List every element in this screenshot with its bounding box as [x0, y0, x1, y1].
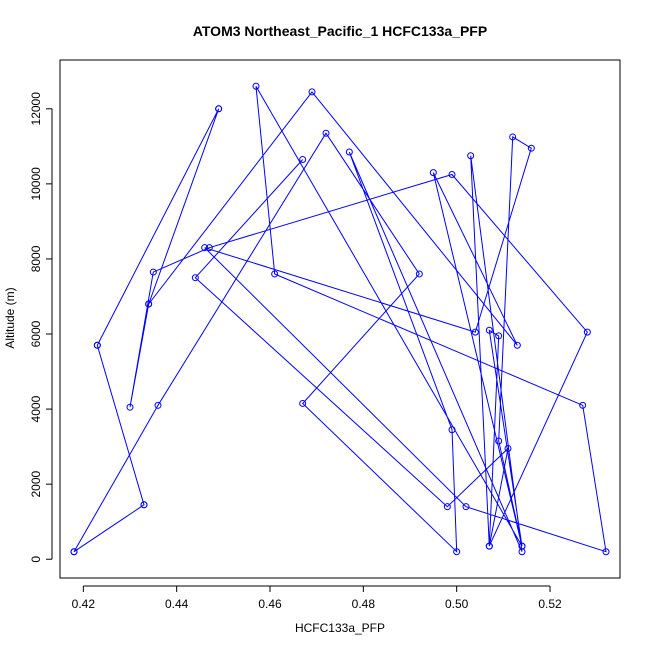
y-tick-label: 10000 [29, 167, 43, 201]
data-point [299, 155, 307, 163]
data-point [322, 129, 330, 137]
y-tick-label: 6000 [29, 320, 43, 347]
data-point [140, 501, 148, 509]
data-point [443, 503, 451, 511]
data-point [495, 437, 503, 445]
y-tick-label: 4000 [29, 395, 43, 422]
x-axis-label: HCFC133a_PFP [295, 621, 385, 635]
y-axis-label: Altitude (m) [3, 287, 17, 348]
data-point [467, 152, 475, 160]
y-tick-label: 0 [29, 556, 43, 563]
data-point [527, 144, 535, 152]
data-point [299, 399, 307, 407]
data-point [345, 148, 353, 156]
data-point [205, 244, 213, 252]
x-tick-label: 0.48 [352, 597, 376, 611]
x-tick-label: 0.50 [445, 597, 469, 611]
data-point [509, 133, 517, 141]
data-point [429, 169, 437, 177]
plot-frame [59, 59, 621, 579]
data-point [579, 401, 587, 409]
data-point [602, 548, 610, 556]
data-point [485, 542, 493, 550]
data-point [149, 268, 157, 276]
data-point [495, 332, 503, 340]
data-point [93, 341, 101, 349]
y-tick-label: 12000 [29, 92, 43, 126]
data-point [583, 328, 591, 336]
y-tick-label: 8000 [29, 245, 43, 272]
data-point [462, 503, 470, 511]
data-point [271, 270, 279, 278]
data-point [252, 82, 260, 90]
series-layer [70, 82, 610, 556]
data-point [471, 328, 479, 336]
x-tick-label: 0.42 [72, 597, 96, 611]
data-point [448, 170, 456, 178]
data-point [415, 270, 423, 278]
data-point [513, 341, 521, 349]
data-point [154, 401, 162, 409]
data-point [145, 300, 153, 308]
data-point [201, 244, 209, 252]
data-point [448, 426, 456, 434]
chart-title: ATOM3 Northeast_Pacific_1 HCFC133a_PFP [193, 23, 487, 39]
data-point [70, 548, 78, 556]
y-tick-label: 2000 [29, 470, 43, 497]
y-axis: 0 2000 4000 6000 8000 10000 12000 [29, 92, 53, 563]
data-point [191, 274, 199, 282]
data-point [453, 548, 461, 556]
x-axis: 0.42 0.44 0.46 0.48 0.50 0.52 [72, 585, 562, 611]
x-tick-label: 0.52 [538, 597, 562, 611]
series-line [73, 86, 607, 553]
data-point [518, 542, 526, 550]
data-point [215, 105, 223, 113]
data-point [126, 403, 134, 411]
data-point [504, 445, 512, 452]
data-point [308, 88, 316, 96]
x-tick-label: 0.46 [258, 597, 282, 611]
data-point [485, 326, 493, 334]
x-tick-label: 0.44 [165, 597, 189, 611]
